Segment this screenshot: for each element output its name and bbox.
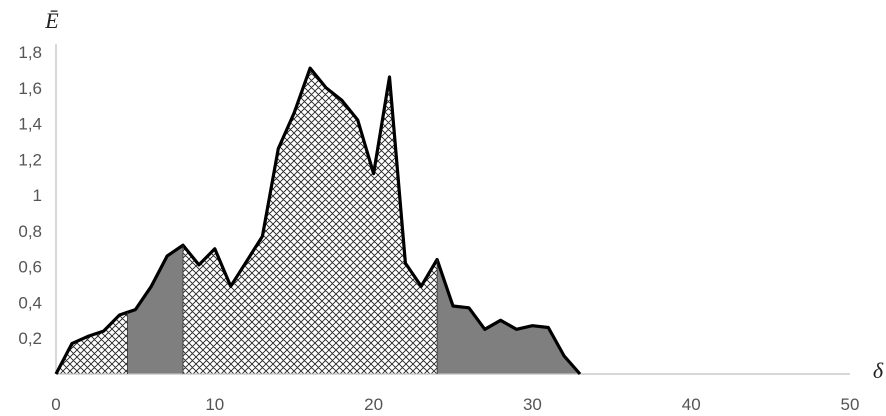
y-tick-label: 1,4 [18, 115, 42, 134]
y-axis-title: Ē [44, 8, 59, 33]
axes [55, 44, 850, 375]
x-tick-label: 50 [841, 395, 860, 414]
y-tick-label: 0,8 [18, 222, 42, 241]
x-tick-label: 10 [205, 395, 224, 414]
y-tick-label: 0,4 [18, 293, 42, 312]
y-tick-label: 1 [33, 186, 42, 205]
x-tick-label: 30 [523, 395, 542, 414]
tick-labels: 0 10 20 30 40 50 0,2 0,4 0,6 0,8 1 1,2 1,4 1,6 1,8 [18, 43, 859, 414]
region-solid-1 [127, 68, 184, 374]
x-axis-title: δ [873, 358, 884, 383]
series-layer [54, 66, 582, 376]
region-crosshatch-2 [183, 68, 438, 374]
series-line [54, 66, 582, 376]
region-crosshatch-0 [56, 68, 128, 374]
y-tick-label: 0,6 [18, 258, 42, 277]
y-tick-label: 1,2 [18, 150, 42, 169]
x-tick-label: 20 [364, 395, 383, 414]
y-tick-label: 0,2 [18, 329, 42, 348]
y-tick-label: 1,8 [18, 43, 42, 62]
x-tick-label: 0 [51, 395, 60, 414]
shaded-regions [56, 68, 580, 374]
x-tick-label: 40 [682, 395, 701, 414]
y-tick-label: 1,6 [18, 79, 42, 98]
